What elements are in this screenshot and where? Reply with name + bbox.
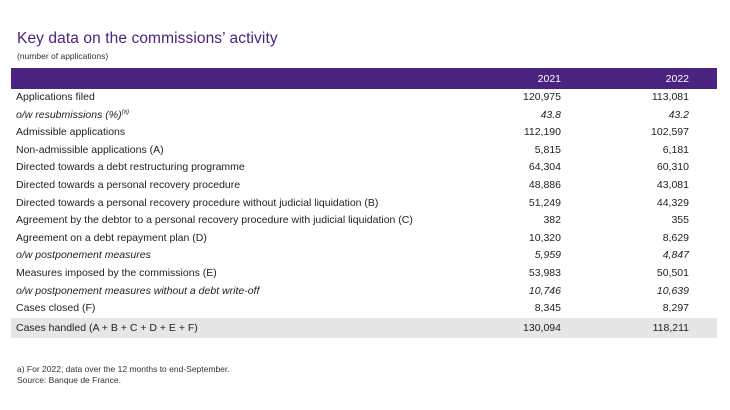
table-row-total: Cases handled (A + B + C + D + E + F) 13… [11, 317, 717, 338]
table-row: Directed towards a debt restructuring pr… [11, 159, 717, 177]
footnote-marker: (a) [121, 109, 129, 116]
row-label: Admissible applications [16, 126, 126, 139]
value-2022: 44,329 [656, 196, 689, 209]
value-2021: 130,094 [451, 317, 561, 338]
value-2021: 5,959 [534, 249, 561, 262]
value-2022: 4,847 [662, 249, 689, 262]
value-2022: 10,639 [656, 284, 689, 297]
page-title: Key data on the commissions’ activity [17, 30, 278, 47]
value-2021: 64,304 [528, 161, 561, 174]
row-label: Measures imposed by the commissions (E) [16, 266, 217, 279]
value-2022: 50,501 [656, 266, 689, 279]
value-2022: 43.2 [668, 108, 689, 121]
row-label: Agreement by the debtor to a personal re… [16, 214, 413, 227]
row-label: Directed towards a debt restructuring pr… [16, 161, 245, 174]
row-label: Non-admissible applications (A) [16, 143, 164, 156]
table-row: Directed towards a personal recovery pro… [11, 177, 717, 195]
row-label: Directed towards a personal recovery pro… [16, 196, 379, 209]
row-label-text: o/w resubmissions (%) [16, 108, 122, 121]
row-label: Applications filed [16, 91, 95, 103]
page-subtitle: (number of applications) [17, 51, 109, 61]
value-2021: 5,815 [534, 143, 561, 156]
value-2021: 10,320 [528, 231, 561, 244]
row-label: Cases closed (F) [16, 302, 96, 315]
value-2022: 8,297 [662, 302, 689, 315]
value-2022: 102,597 [651, 126, 689, 139]
table-row: Agreement on a debt repayment plan (D) 1… [11, 230, 717, 248]
data-table: 2021 2022 Applications filed 120,975 113… [11, 68, 717, 338]
value-2021: 53,983 [528, 266, 561, 279]
value-2021: 8,345 [534, 302, 561, 315]
value-2021: 120,975 [523, 91, 561, 103]
row-label: o/w resubmissions (%)(a) [11, 107, 451, 125]
value-2021: 112,190 [523, 126, 561, 139]
header-2021: 2021 [537, 72, 561, 85]
value-2022: 6,181 [662, 143, 689, 156]
row-label: Directed towards a personal recovery pro… [16, 178, 241, 191]
value-2021: 48,886 [528, 178, 561, 191]
table-row: Admissible applications 112,190 102,597 [11, 124, 717, 142]
table-row: Measures imposed by the commissions (E) … [11, 265, 717, 283]
table-row: o/w postponement measures 5,959 4,847 [11, 247, 717, 265]
value-2022: 60,310 [656, 161, 689, 174]
value-2022: 43,081 [656, 178, 689, 191]
row-label: Agreement on a debt repayment plan (D) [16, 231, 207, 244]
table-row: Directed towards a personal recovery pro… [11, 195, 717, 213]
source-note: Source: Banque de France. [17, 375, 121, 385]
value-2022: 8,629 [662, 231, 689, 244]
value-2021: 43.8 [540, 108, 561, 121]
table-header-row: 2021 2022 [11, 68, 717, 89]
value-2021: 51,249 [528, 196, 561, 209]
value-2022: 355 [671, 214, 689, 227]
table-row: o/w resubmissions (%)(a) 43.8 43.2 [11, 107, 717, 125]
value-2021: 382 [543, 214, 561, 227]
table-row: Cases closed (F) 8,345 8,297 [11, 300, 717, 318]
value-2022: 113,081 [651, 91, 689, 103]
table-row: o/w postponement measures without a debt… [11, 283, 717, 301]
table-row: Non-admissible applications (A) 5,815 6,… [11, 142, 717, 160]
value-2022: 118,211 [561, 317, 717, 338]
row-label: o/w postponement measures without a debt… [16, 284, 260, 297]
value-2021: 10,746 [528, 284, 561, 297]
header-2022: 2022 [665, 72, 689, 85]
footnote: a) For 2022, data over the 12 months to … [17, 364, 230, 374]
row-label: o/w postponement measures [16, 249, 151, 262]
notes: a) For 2022, data over the 12 months to … [17, 364, 230, 386]
table-row: Agreement by the debtor to a personal re… [11, 212, 717, 230]
header-label-column [11, 68, 451, 89]
row-label: Cases handled (A + B + C + D + E + F) [11, 317, 451, 338]
table-row: Applications filed 120,975 113,081 [11, 89, 717, 107]
